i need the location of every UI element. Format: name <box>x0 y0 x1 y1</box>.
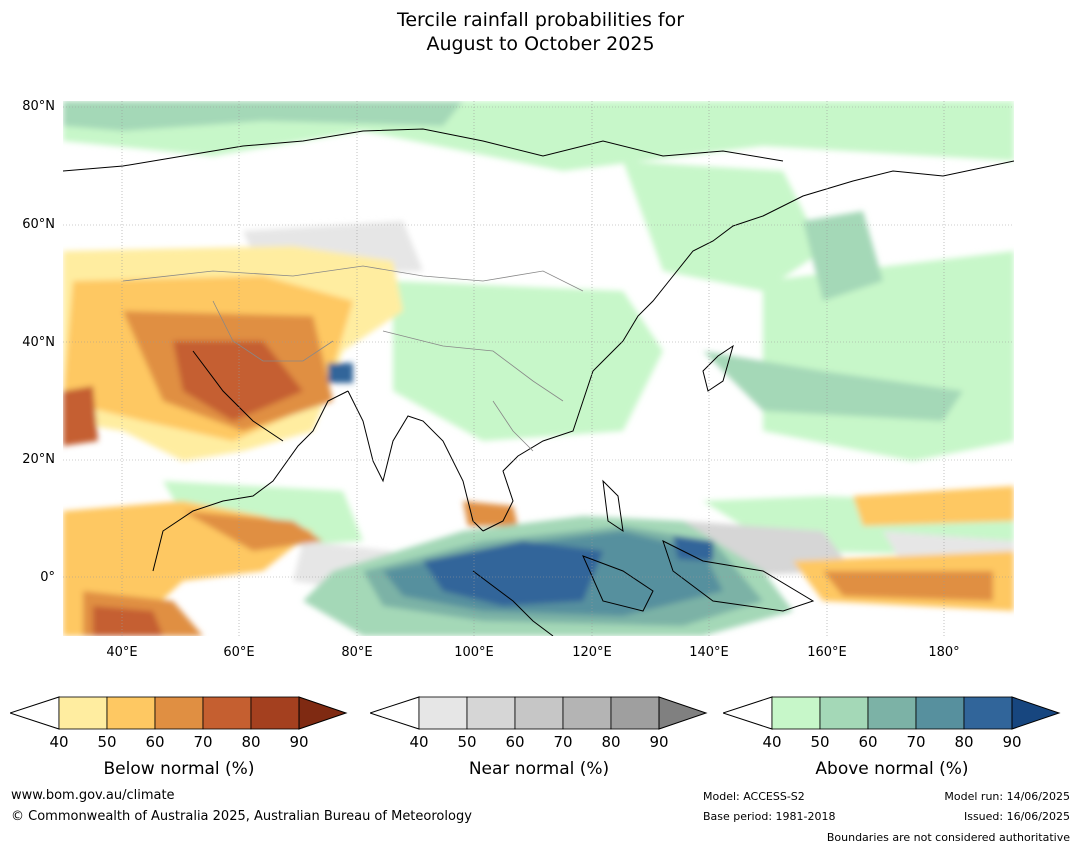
issued-label: Issued: 16/06/2025 <box>963 810 1070 823</box>
colorbar-below-normal <box>10 696 348 730</box>
colorbar-below-swatch <box>154 696 204 730</box>
lat-label-40n: 40°N <box>22 335 55 350</box>
colorbar-tick: 90 <box>289 733 309 751</box>
lat-label-60n: 60°N <box>22 217 55 232</box>
colorbar-tick: 60 <box>505 733 525 751</box>
colorbar-tick: 90 <box>649 733 669 751</box>
model-run-label: Model run: 14/06/2025 <box>944 790 1070 803</box>
colorbar-tick: 50 <box>457 733 477 751</box>
lon-label-180: 180° <box>928 645 960 660</box>
colorbar-near-swatch <box>514 696 564 730</box>
title-line-1: Tercile rainfall probabilities for <box>396 9 685 31</box>
title-line-2: August to October 2025 <box>426 33 655 55</box>
colorbar-tick: 40 <box>762 733 782 751</box>
colorbar-above-extend <box>1011 696 1061 730</box>
colorbar-below-title: Below normal (%) <box>103 759 255 779</box>
colorbar-near-swatch <box>466 696 516 730</box>
colorbar-tick: 80 <box>954 733 974 751</box>
lon-label-80e: 80°E <box>341 645 373 660</box>
colorbar-below-swatch <box>106 696 156 730</box>
colorbar-near-extend <box>658 696 708 730</box>
colorbar-near-title: Near normal (%) <box>468 759 610 779</box>
colorbar-tick: 40 <box>49 733 69 751</box>
colorbar-above-swatch <box>915 696 965 730</box>
colorbar-above-swatch <box>963 696 1013 730</box>
lat-label-20n: 20°N <box>22 452 55 467</box>
colorbar-tick: 90 <box>1002 733 1022 751</box>
model-label: Model: ACCESS-S2 <box>703 790 805 803</box>
map-title: Tercile rainfall probabilities for Augus… <box>0 8 1081 56</box>
colorbar-near-normal <box>370 696 708 730</box>
colorbar-above-title: Above normal (%) <box>815 759 969 779</box>
lat-label-0: 0° <box>40 570 55 585</box>
lon-label-160e: 160°E <box>807 645 847 660</box>
colorbar-tick: 80 <box>241 733 261 751</box>
colorbar-near-swatch <box>610 696 660 730</box>
rainfall-probability-map <box>63 101 1014 636</box>
colorbar-tick: 70 <box>193 733 213 751</box>
colorbar-tick: 80 <box>601 733 621 751</box>
website-link[interactable]: www.bom.gov.au/climate <box>11 788 175 803</box>
lon-label-140e: 140°E <box>689 645 729 660</box>
colorbar-above-swatch <box>867 696 917 730</box>
colorbar-tick: 40 <box>409 733 429 751</box>
colorbar-above-swatch <box>771 696 821 730</box>
lon-label-120e: 120°E <box>572 645 612 660</box>
colorbar-above-swatch <box>819 696 869 730</box>
disclaimer-text: Boundaries are not considered authoritat… <box>826 831 1070 844</box>
colorbar-tick: 70 <box>906 733 926 751</box>
colorbar-tick: 60 <box>858 733 878 751</box>
lat-label-80n: 80°N <box>22 99 55 114</box>
colorbar-tick: 60 <box>145 733 165 751</box>
probability-fields <box>63 101 1014 636</box>
copyright-text: © Commonwealth of Australia 2025, Austra… <box>11 809 472 824</box>
colorbar-near-swatch <box>418 696 468 730</box>
colorbar-below-extend <box>298 696 348 730</box>
colorbar-below-swatch <box>202 696 252 730</box>
map-canvas <box>63 101 1014 636</box>
base-period-label: Base period: 1981-2018 <box>703 810 836 823</box>
colorbar-above-normal <box>723 696 1061 730</box>
lon-label-60e: 60°E <box>223 645 255 660</box>
country-borders <box>122 265 584 452</box>
colorbar-near-swatch <box>562 696 612 730</box>
lon-label-40e: 40°E <box>106 645 138 660</box>
coastlines <box>63 128 1014 636</box>
lon-label-100e: 100°E <box>454 645 494 660</box>
colorbar-tick: 50 <box>810 733 830 751</box>
colorbar-below-swatch <box>58 696 108 730</box>
gridlines <box>63 101 1014 636</box>
colorbar-tick: 50 <box>97 733 117 751</box>
colorbar-tick: 70 <box>553 733 573 751</box>
colorbar-below-swatch <box>250 696 300 730</box>
